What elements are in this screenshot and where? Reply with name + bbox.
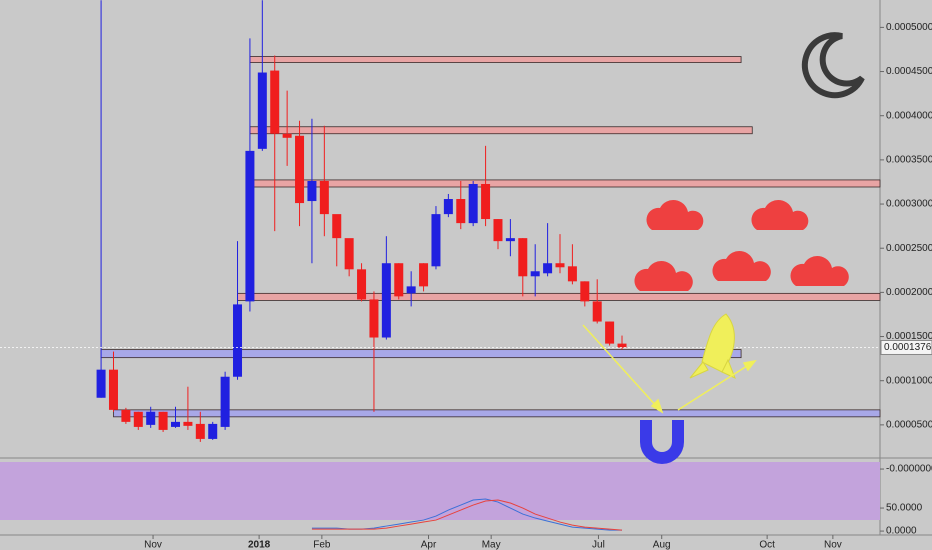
indicator-tick-label: 0.0000 — [886, 526, 917, 537]
candle-body — [419, 263, 429, 287]
x-tick-label: Nov — [824, 540, 842, 550]
candle-body — [567, 266, 577, 282]
candle-body — [605, 321, 615, 344]
candle-body — [307, 180, 317, 202]
candle-body — [282, 133, 292, 138]
candle-body — [108, 369, 118, 410]
last-price-box — [880, 339, 932, 355]
y-tick-label: -0.00000000 — [886, 464, 932, 475]
candle-body — [121, 409, 131, 422]
candle-body — [270, 70, 280, 134]
candle-body — [617, 343, 627, 348]
candle-body — [295, 135, 305, 204]
price-zone — [249, 126, 753, 135]
price-zone — [249, 179, 881, 188]
candle-body — [505, 238, 515, 242]
candle-body — [381, 263, 391, 338]
candle-body — [183, 421, 193, 426]
candle-body — [431, 214, 441, 267]
candle-body — [481, 183, 491, 220]
candle-body — [257, 72, 267, 149]
clouds — [634, 199, 849, 291]
candle-body — [233, 304, 243, 377]
candle-body — [443, 199, 453, 215]
candle-body — [518, 238, 528, 277]
candle-body — [332, 214, 342, 239]
x-tick-label: Aug — [653, 540, 671, 550]
candle-body — [357, 269, 367, 300]
x-tick-label: 2018 — [248, 540, 271, 550]
candle-body — [493, 219, 503, 242]
moon-icon — [801, 32, 865, 99]
candle-body — [146, 411, 156, 425]
price-zone — [100, 349, 742, 359]
candle-body — [319, 180, 329, 215]
candle-body — [171, 421, 181, 427]
candle-body — [468, 183, 478, 224]
candle-body — [543, 263, 553, 274]
candle-body — [456, 199, 466, 224]
candle-body — [208, 423, 218, 439]
price-zone — [237, 292, 881, 301]
price-zone — [113, 409, 881, 418]
candle-body — [369, 299, 379, 338]
candle-body — [195, 423, 205, 439]
indicator-tick-label: 50.0000 — [886, 503, 923, 514]
candle-body — [592, 301, 602, 322]
candle-body — [580, 281, 590, 302]
x-tick-label: Oct — [759, 540, 775, 550]
y-tick-label: 0.00050000 — [886, 22, 932, 33]
candle-body — [158, 411, 168, 430]
x-tick-label: Jul — [592, 540, 605, 550]
magnet-icon — [640, 420, 684, 464]
price-zone — [249, 56, 742, 63]
x-tick-label: Feb — [313, 540, 331, 550]
candle-body — [220, 376, 230, 427]
candle-body — [245, 150, 255, 302]
x-tick-label: Apr — [421, 540, 437, 550]
rocket-icon — [689, 313, 736, 379]
candle-body — [344, 238, 354, 270]
candle-body — [406, 286, 416, 294]
x-tick-label: Nov — [144, 540, 162, 550]
x-tick-label: May — [482, 540, 501, 550]
candle-body — [133, 411, 143, 427]
indicator-line — [311, 499, 623, 531]
indicator-band — [0, 462, 880, 520]
candle-body — [394, 263, 404, 297]
candle-body — [530, 271, 540, 277]
candle-body — [96, 369, 106, 398]
candle-body — [555, 263, 565, 268]
arrows — [582, 324, 757, 414]
last-price-label: 0.00013761 — [884, 342, 932, 353]
